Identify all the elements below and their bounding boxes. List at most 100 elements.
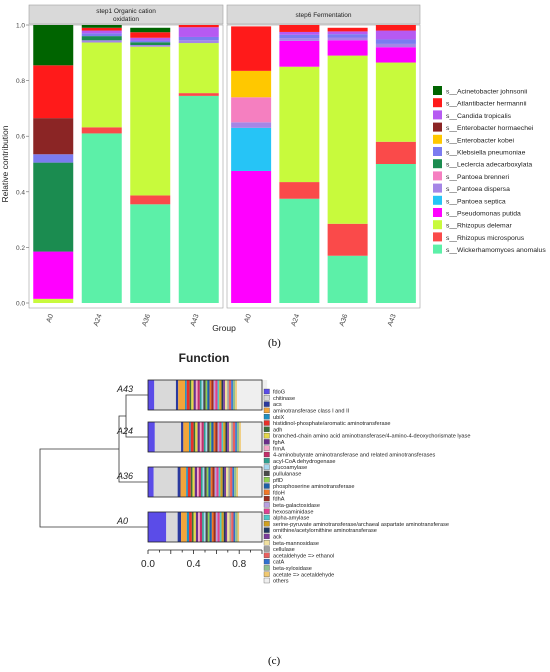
bar-segment	[222, 467, 225, 497]
bar-segment	[235, 512, 238, 542]
legend-swatch	[263, 502, 270, 508]
bar-segment	[81, 127, 122, 134]
bar-segment	[186, 380, 190, 410]
y-tick-label: 0.4	[16, 189, 25, 196]
bar-segment	[375, 30, 416, 40]
bar-segment	[207, 422, 210, 452]
legend-swatch	[263, 388, 270, 395]
caption-c: (c)	[268, 655, 281, 667]
bar-segment	[81, 30, 122, 34]
bar-segment	[236, 380, 268, 410]
bar-segment	[279, 25, 320, 32]
bar-segment	[202, 467, 205, 497]
bar-segment	[81, 25, 122, 28]
caption-b: (b)	[268, 337, 281, 349]
bar-segment	[232, 422, 236, 452]
legend-label: others	[273, 579, 289, 585]
bar-segment	[181, 422, 184, 452]
bar-segment	[209, 422, 212, 452]
bar-segment	[191, 512, 194, 542]
legend-label: beta-galactosidase	[273, 503, 320, 509]
bar-segment	[215, 422, 218, 452]
legend-label: acetaldehyde => ethanol	[273, 553, 334, 559]
bar-segment	[204, 467, 207, 497]
y-tick-label: 0.0	[16, 301, 25, 308]
legend-label: s__Pantoea septica	[446, 198, 506, 205]
bar-segment	[130, 27, 171, 33]
legend-label: pullulanase	[273, 472, 301, 478]
bar-segment	[190, 422, 194, 452]
bar-segment	[203, 380, 206, 410]
bar-segment	[181, 512, 187, 542]
x-tick-label: A36	[339, 313, 350, 327]
bar-segment	[178, 25, 219, 28]
bar-segment	[193, 512, 196, 542]
legend-swatch	[263, 483, 270, 489]
legend-swatch	[433, 110, 442, 120]
row-label: A24	[116, 426, 133, 436]
legend-swatch	[263, 401, 270, 407]
legend-label: histidinol-phosphate/aromatic aminotrans…	[273, 421, 391, 427]
bar-segment	[130, 42, 171, 46]
legend-label: phosphoserine aminotransferase	[273, 484, 354, 490]
bar-segment	[214, 467, 217, 497]
bar-segment	[186, 512, 190, 542]
legend-swatch	[263, 571, 270, 577]
bar-segment	[210, 467, 213, 497]
bar-segment	[223, 380, 225, 410]
bar-segment	[217, 422, 220, 452]
y-tick-label: 0.2	[16, 245, 25, 252]
x-tick-label: A24	[290, 313, 301, 327]
bar-segment	[178, 93, 219, 96]
facet-label: step6 Fermentation	[295, 12, 351, 19]
bar-segment	[375, 43, 416, 48]
x-tick-label: 0.0	[141, 559, 155, 570]
legend-swatch	[433, 134, 442, 144]
bar-segment	[203, 512, 206, 542]
bar-segment	[201, 380, 204, 410]
bar-segment	[279, 34, 320, 39]
legend-swatch	[433, 159, 442, 169]
bar-segment	[213, 422, 216, 452]
legend-swatch	[433, 244, 442, 254]
x-tick-label: 0.4	[187, 559, 201, 570]
legend-label: s__Acinetobacter johnsonii	[446, 89, 528, 96]
legend-label: frmA	[273, 446, 285, 452]
legend-label: ubiX	[273, 415, 284, 421]
bar-segment	[189, 512, 192, 542]
bar-segment	[187, 467, 191, 497]
bar-segment	[232, 467, 235, 497]
legend-label: s__Enterobacter kobei	[446, 137, 515, 144]
bar-segment	[175, 380, 179, 410]
facet-strip	[226, 4, 421, 25]
bar-segment	[238, 467, 266, 497]
bar-segment	[327, 255, 368, 303]
legend-label: serine-pyruvate aminotransferase/archaea…	[273, 522, 449, 528]
bar-segment	[178, 43, 219, 94]
y-axis-title: Relative contribution	[0, 125, 10, 202]
bar-segment	[193, 422, 196, 452]
bar-segment	[153, 467, 178, 497]
bar-segment	[215, 512, 218, 542]
bar-segment	[33, 65, 74, 119]
legend-swatch	[263, 432, 270, 439]
bar-segment	[199, 512, 203, 542]
bar-segment	[231, 380, 233, 410]
bar-segment	[231, 127, 272, 171]
legend-swatch	[263, 577, 270, 584]
bar-segment	[177, 467, 181, 497]
bar-segment	[148, 380, 155, 410]
bar-segment	[237, 512, 240, 542]
bar-segment	[235, 380, 237, 410]
legend-swatch	[263, 527, 270, 533]
x-axis-title: Group	[212, 323, 236, 333]
legend-swatch	[433, 208, 442, 217]
legend-label: 4-aminobutyrate aminotransferase and rel…	[273, 453, 436, 459]
bar-segment	[208, 467, 211, 497]
bar-segment	[201, 422, 204, 452]
bar-segment	[199, 380, 202, 410]
legend-swatch	[263, 439, 270, 445]
bar-segment	[81, 36, 122, 41]
bar-segment	[231, 512, 234, 542]
bar-segment	[219, 422, 222, 452]
